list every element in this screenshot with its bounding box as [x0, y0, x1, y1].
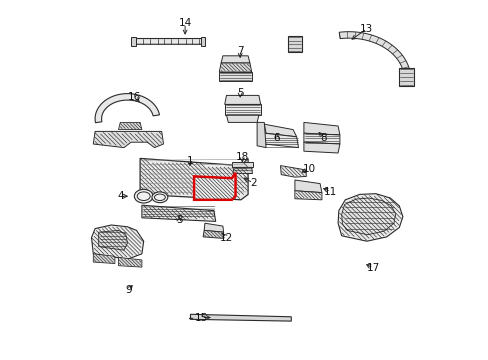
Text: 1: 1 — [186, 156, 193, 166]
Polygon shape — [294, 180, 321, 193]
Text: 2: 2 — [249, 178, 256, 188]
Polygon shape — [294, 191, 321, 200]
Polygon shape — [203, 230, 223, 238]
Polygon shape — [339, 32, 410, 79]
Polygon shape — [219, 63, 251, 72]
Text: 13: 13 — [360, 24, 373, 34]
Polygon shape — [303, 122, 339, 135]
Polygon shape — [280, 166, 306, 177]
Polygon shape — [91, 225, 143, 259]
Polygon shape — [303, 142, 339, 153]
Ellipse shape — [134, 189, 153, 203]
Polygon shape — [341, 198, 395, 235]
Polygon shape — [264, 133, 298, 148]
Polygon shape — [221, 56, 249, 63]
Polygon shape — [337, 194, 402, 241]
Polygon shape — [219, 72, 251, 81]
Text: 7: 7 — [236, 46, 243, 56]
Polygon shape — [99, 230, 127, 250]
Text: 4: 4 — [117, 191, 124, 201]
Polygon shape — [287, 36, 302, 52]
Polygon shape — [232, 167, 252, 174]
Ellipse shape — [152, 192, 167, 203]
Text: 8: 8 — [320, 132, 326, 143]
Polygon shape — [224, 104, 260, 115]
Polygon shape — [303, 133, 339, 144]
Polygon shape — [200, 37, 204, 46]
Polygon shape — [118, 257, 142, 267]
Polygon shape — [231, 162, 253, 167]
Polygon shape — [142, 205, 215, 221]
Text: 16: 16 — [128, 92, 141, 102]
Polygon shape — [93, 254, 115, 264]
Text: 3: 3 — [175, 215, 182, 225]
Text: 17: 17 — [366, 263, 379, 273]
Polygon shape — [133, 39, 203, 44]
Polygon shape — [190, 314, 291, 321]
Polygon shape — [204, 223, 223, 232]
Text: 6: 6 — [273, 132, 280, 143]
Text: 18: 18 — [235, 152, 248, 162]
Polygon shape — [131, 37, 136, 46]
Text: 5: 5 — [236, 88, 243, 98]
Polygon shape — [264, 124, 296, 137]
Text: 10: 10 — [302, 164, 315, 174]
Polygon shape — [95, 94, 159, 123]
Polygon shape — [140, 158, 247, 200]
Polygon shape — [118, 122, 142, 130]
Text: 9: 9 — [125, 285, 132, 295]
Text: 12: 12 — [220, 233, 233, 243]
Polygon shape — [399, 68, 413, 86]
Polygon shape — [224, 95, 260, 104]
Polygon shape — [257, 122, 265, 148]
Polygon shape — [226, 115, 258, 122]
Text: 14: 14 — [178, 18, 191, 28]
Polygon shape — [93, 131, 163, 148]
Text: 15: 15 — [194, 312, 207, 323]
Text: 11: 11 — [324, 186, 337, 197]
Polygon shape — [194, 173, 235, 200]
